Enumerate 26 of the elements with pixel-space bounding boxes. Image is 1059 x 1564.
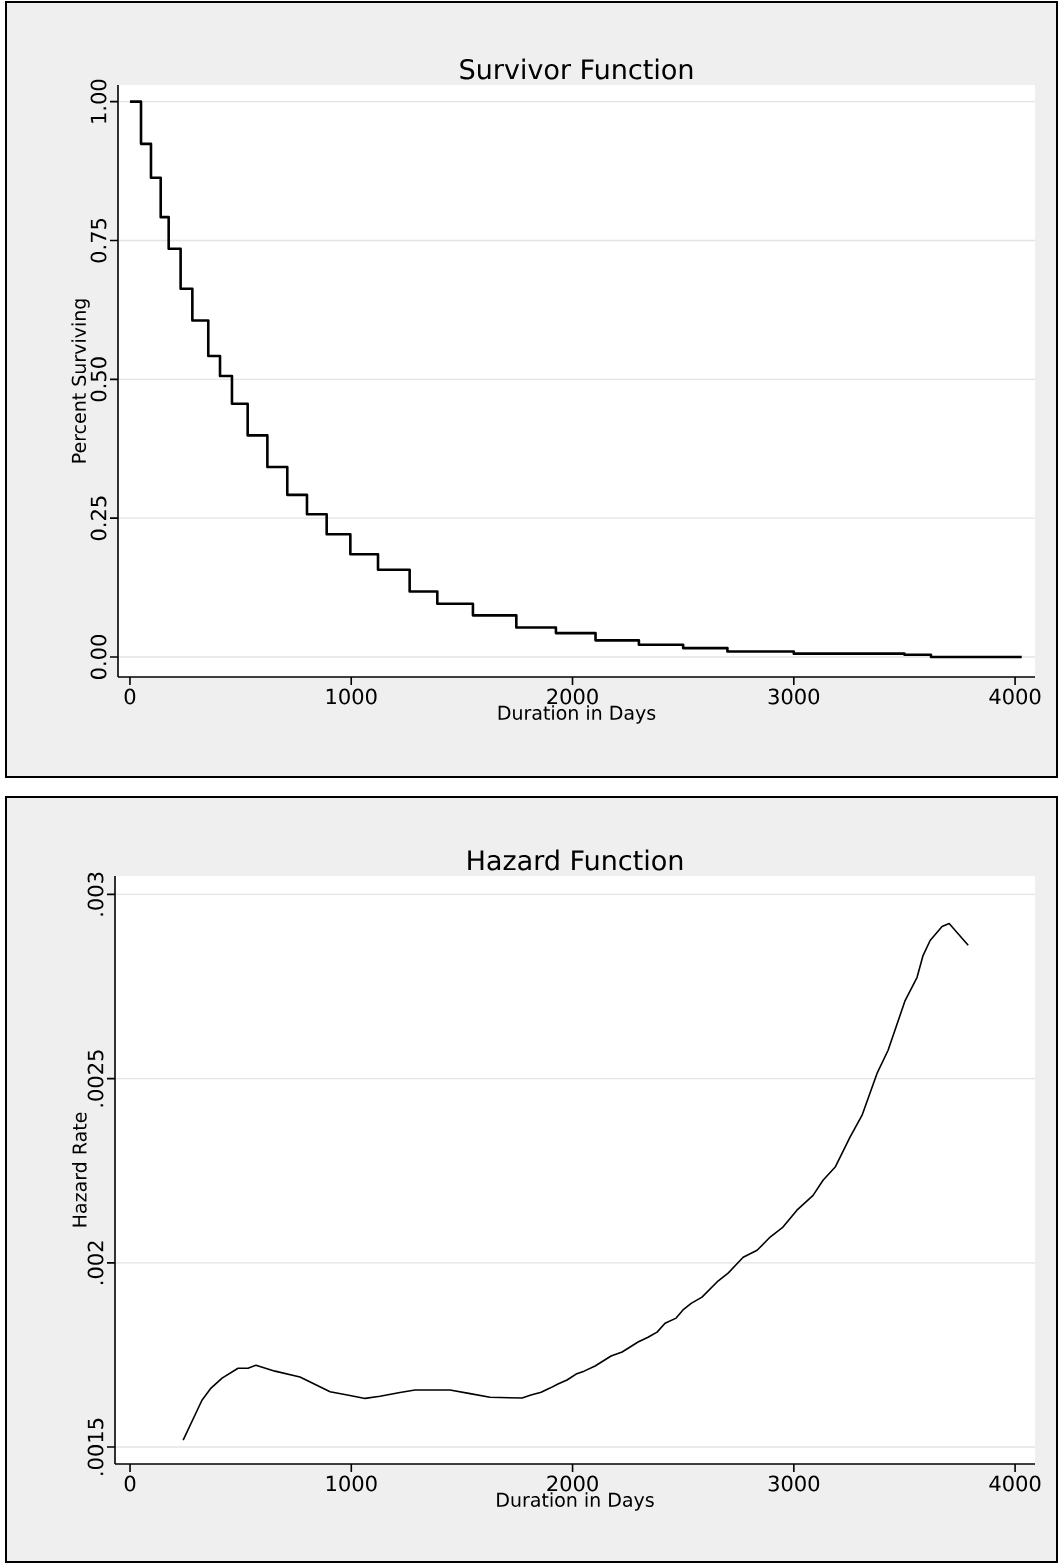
chart-title: Survivor Function bbox=[460, 58, 693, 80]
y-axis-title: Hazard Rate bbox=[72, 1112, 87, 1227]
x-tick-label: 1000 bbox=[326, 1475, 377, 1492]
x-tick-label: 3000 bbox=[768, 688, 820, 705]
x-tick-label: 2000 bbox=[547, 688, 598, 705]
y-tick-label: 0.75 bbox=[90, 218, 107, 263]
x-tick-label: 0 bbox=[124, 1475, 136, 1492]
x-tick-label: 4000 bbox=[989, 688, 1041, 705]
y-tick-label: .003 bbox=[87, 872, 104, 916]
line-series bbox=[182, 922, 969, 1441]
y-tick-label: .0015 bbox=[87, 1418, 104, 1475]
x-axis-title: Duration in Days bbox=[498, 705, 656, 724]
y-tick-label: 0.25 bbox=[90, 496, 107, 541]
y-tick-label: 1.00 bbox=[90, 79, 107, 123]
y-tick-label: 0.00 bbox=[90, 635, 107, 679]
y-tick-label: .0025 bbox=[87, 1050, 104, 1107]
x-tick-label: 2000 bbox=[547, 1475, 598, 1492]
x-tick-label: 1000 bbox=[326, 688, 377, 705]
y-tick-label: 0.50 bbox=[90, 357, 107, 402]
x-tick-label: 3000 bbox=[768, 1475, 820, 1492]
y-axis-title: Percent Surviving bbox=[71, 299, 90, 463]
x-tick-label: 4000 bbox=[989, 1475, 1041, 1492]
y-tick-label: .002 bbox=[87, 1241, 104, 1284]
x-axis-title: Duration in Days bbox=[497, 1492, 654, 1511]
x-tick-label: 0 bbox=[124, 688, 136, 705]
chart-title: Hazard Function bbox=[468, 849, 683, 871]
